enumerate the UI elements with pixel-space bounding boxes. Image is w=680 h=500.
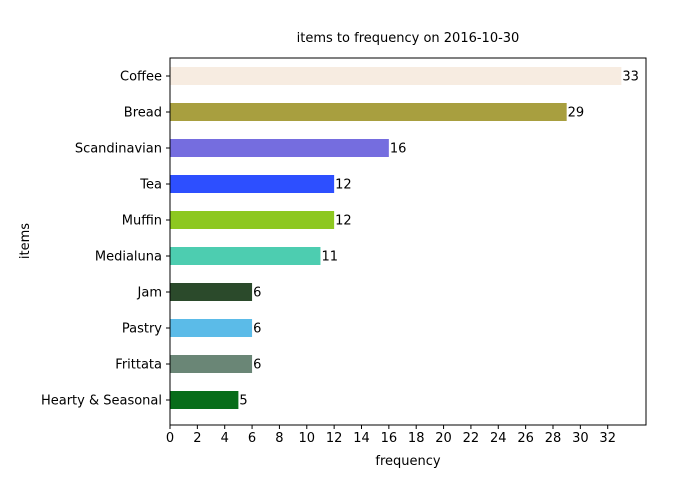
x-tick-label: 4 xyxy=(221,431,229,446)
x-tick-label: 8 xyxy=(275,431,283,446)
value-labels-layer: 33 29 16 12 12 11 6 6 6 5 xyxy=(239,70,639,409)
x-tick-label: 26 xyxy=(517,431,534,446)
x-tick-label: 12 xyxy=(326,431,343,446)
x-tick-label: 14 xyxy=(353,431,370,446)
x-tick-label: 32 xyxy=(599,431,616,446)
plot-frame xyxy=(169,57,647,426)
x-axis-ticks: 0 2 4 6 8 10 12 14 16 18 20 22 24 26 28 30 32 xyxy=(166,425,616,446)
y-tick-label: Medialuna xyxy=(95,250,162,265)
data-label: 6 xyxy=(253,358,261,373)
x-axis-label: frequency xyxy=(375,454,441,469)
bar xyxy=(170,67,622,85)
bar xyxy=(170,211,335,229)
data-label: 12 xyxy=(335,178,352,193)
y-tick-label: Pastry xyxy=(122,322,162,337)
x-tick-label: 30 xyxy=(572,431,589,446)
data-label: 6 xyxy=(253,286,261,301)
x-tick-label: 6 xyxy=(248,431,256,446)
data-label: 12 xyxy=(335,214,352,229)
bar xyxy=(170,319,253,337)
bars-layer xyxy=(170,67,622,409)
data-label: 33 xyxy=(622,70,639,85)
bar xyxy=(170,139,389,157)
data-label: 16 xyxy=(390,142,407,157)
y-axis-ticks: Coffee Bread Scandinavian Tea Muffin Medialun… xyxy=(41,70,170,409)
y-tick-label: Coffee xyxy=(120,70,162,85)
y-tick-label: Muffin xyxy=(122,214,162,229)
y-tick-label: Scandinavian xyxy=(75,142,162,157)
bar xyxy=(170,355,253,373)
x-tick-label: 2 xyxy=(193,431,201,446)
x-tick-label: 0 xyxy=(166,431,174,446)
bar xyxy=(170,391,239,409)
y-tick-label: Hearty & Seasonal xyxy=(41,394,162,409)
bar xyxy=(170,283,253,301)
x-tick-label: 22 xyxy=(463,431,480,446)
x-tick-label: 24 xyxy=(490,431,507,446)
data-label: 5 xyxy=(239,394,247,409)
chart-title: items to frequency on 2016-10-30 xyxy=(297,31,520,46)
bar xyxy=(170,247,321,265)
bar xyxy=(170,103,567,121)
x-tick-label: 20 xyxy=(435,431,452,446)
x-tick-label: 18 xyxy=(408,431,425,446)
y-tick-label: Bread xyxy=(124,106,162,121)
x-tick-label: 28 xyxy=(545,431,562,446)
y-tick-label: Frittata xyxy=(115,358,162,373)
data-label: 11 xyxy=(321,250,338,265)
x-tick-label: 10 xyxy=(299,431,316,446)
bar xyxy=(170,175,335,193)
x-tick-label: 16 xyxy=(381,431,398,446)
y-axis-label: items xyxy=(18,223,33,259)
data-label: 29 xyxy=(568,106,585,121)
y-tick-label: Tea xyxy=(139,178,162,193)
data-label: 6 xyxy=(253,322,261,337)
y-tick-label: Jam xyxy=(137,286,162,301)
